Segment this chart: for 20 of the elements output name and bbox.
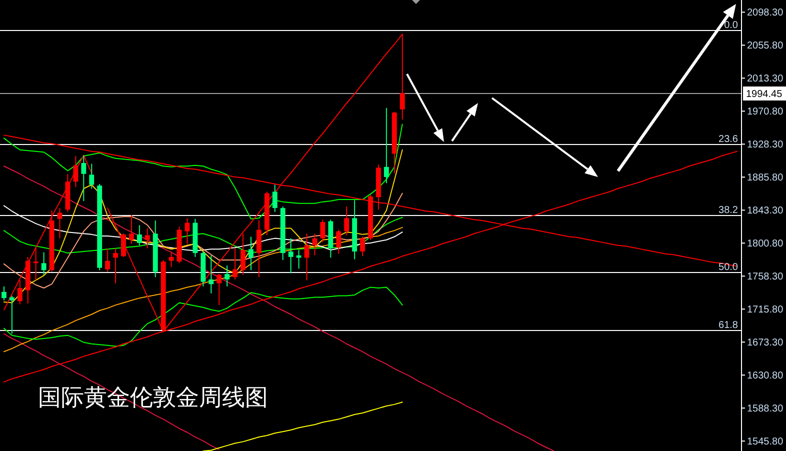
y-tick-label: 1885.80 [747,172,784,184]
y-tick-label: 1630.80 [747,370,784,382]
ref-line-label: 1994.45 [746,89,783,100]
y-tick-label: 1673.30 [747,338,784,349]
y-tick-label: 1928.30 [747,140,784,151]
y-tick-label: 2055.80 [747,40,784,52]
y-tick-label: 1715.80 [747,304,784,316]
y-tick-label: 2098.30 [747,8,784,19]
y-tick-label: 1545.80 [747,436,784,448]
annotation: 50.0 [718,262,738,273]
y-tick-label: 1970.80 [747,106,784,118]
annotation: 23.6 [718,134,738,145]
y-tick-label: 1758.30 [747,272,784,283]
annotation: 61.8 [718,320,738,331]
y-tick-label: 1800.80 [747,238,784,250]
y-tick-label: 1588.30 [747,404,784,415]
y-tick-label: 1843.30 [747,206,784,217]
annotation: 38.2 [718,205,738,216]
annotation: 0.0 [724,20,738,31]
y-tick-label: 2013.30 [747,74,784,85]
